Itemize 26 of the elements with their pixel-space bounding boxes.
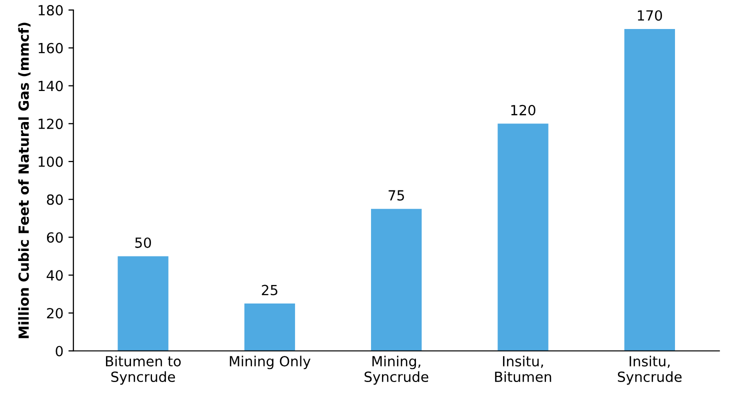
bar [498, 124, 548, 351]
data-label: 120 [511, 104, 536, 116]
y-tick-label: 20 [47, 308, 63, 318]
data-label: 50 [135, 237, 151, 248]
y-tick-label: 140 [38, 80, 63, 92]
y-tick-label: 100 [38, 156, 63, 167]
y-tick-label: 0 [56, 346, 63, 356]
data-label: 170 [638, 10, 662, 21]
x-tick-label: Mining Only [230, 356, 310, 370]
y-tick-label: 180 [38, 4, 63, 16]
x-tick-label: Insitu, Bitumen [495, 356, 552, 382]
bar [371, 208, 422, 351]
y-tick-label: 80 [46, 194, 63, 205]
x-tick-label: Mining, Syncrude [364, 356, 428, 385]
bar [118, 256, 168, 351]
y-tick-label: 160 [38, 42, 63, 54]
data-label: 75 [388, 190, 404, 201]
data-label: 25 [262, 284, 278, 296]
x-tick-label: Insitu, Syncrude [618, 356, 682, 385]
y-tick-label: 60 [46, 232, 63, 243]
y-tick-label: 120 [38, 118, 63, 130]
bar [624, 28, 675, 351]
y-tick-label: 40 [46, 270, 63, 281]
bar [244, 304, 296, 351]
x-tick-label: Bitumen to Syncrude [106, 356, 181, 385]
y-axis-title: Million Cubic Feet of Natural Gas (mmcf) [18, 22, 31, 338]
